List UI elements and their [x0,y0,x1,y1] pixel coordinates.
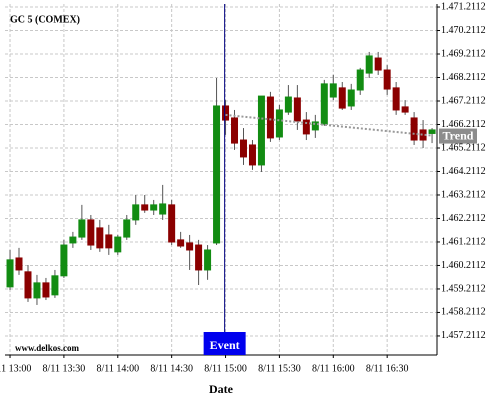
y-tick-label: 1.464.2112 [441,166,486,177]
candle-body [123,219,131,238]
x-axis-label: Date [209,382,234,396]
x-tick-label: 8/11 15:00 [204,363,247,374]
candle-body [231,117,239,144]
x-tick-label: 8/11 14:30 [150,363,193,374]
candle-body [141,204,149,211]
chart-title: GC 5 (COMEX) [10,14,80,25]
candle-body [33,282,41,299]
candle-body [6,259,14,288]
candle-body [374,57,382,71]
candle-body [96,227,104,249]
candle-body [356,69,364,91]
trend-box [439,128,477,144]
candle-body [266,96,274,139]
candle-body [329,83,337,98]
candle-body [365,55,373,74]
x-tick-label: 8/11 13:00 [0,363,31,374]
candle-body [401,106,409,113]
candle-body [275,109,283,138]
candle-body [159,203,167,215]
candle-body [177,239,185,247]
grid [5,4,437,355]
candle-body [338,87,346,109]
candle-body [284,96,292,113]
candle-body [69,236,77,244]
x-tick-label: 8/11 15:30 [258,363,301,374]
watermark: www.delkos.com [15,343,80,353]
trend-label: Trend [443,128,474,142]
y-tick-label: 1.459.2112 [441,283,486,294]
x-tick-label: 8/11 16:30 [366,363,409,374]
candle-body [42,282,50,298]
candle-body [168,204,176,243]
candle-body [293,97,301,122]
candle-body [78,219,86,238]
candle-body [87,219,95,246]
y-tick-label: 1.462.2112 [441,213,486,224]
candle-body [60,244,68,277]
candle-body [392,87,400,111]
candle-body [347,89,355,107]
y-tick-label: 1.471.2112 [441,1,486,12]
y-tick-label: 1.465.2112 [441,142,486,153]
candle-body [195,244,203,271]
event-box [203,332,246,355]
candle-body [150,204,158,211]
trend-line [225,113,433,137]
y-tick-label: 1.463.2112 [441,189,486,200]
marks [6,51,436,305]
candle-body [410,117,418,141]
y-tick-label: 1.458.2112 [441,307,486,318]
y-tick-label: 1.469.2112 [441,48,486,59]
candle-body [51,275,59,296]
candle-body [320,83,328,125]
x-tick-label: 8/11 16:00 [312,363,355,374]
y-tick-label: 1.466.2112 [441,119,486,130]
y-tick-label: 1.457.2112 [441,330,486,341]
candle-body [132,204,140,221]
candle-body [302,119,310,135]
candle-body [383,69,391,90]
candle-body [222,105,230,121]
candle-body [239,139,247,158]
y-tick-label: 1.470.2112 [441,25,486,36]
y-tick-label: 1.468.2112 [441,72,486,83]
y-tick-label: 1.461.2112 [441,236,486,247]
candle-body [186,242,194,251]
x-tick-label: 8/11 14:00 [96,363,139,374]
candle-body [114,236,122,253]
candle-body [204,249,212,271]
candle-body [15,257,23,271]
candle-body [213,105,221,244]
x-tick-label: 8/11 13:30 [43,363,86,374]
candle-body [257,95,265,166]
candle-body [311,121,319,131]
candle-body [24,271,32,299]
candle-body [428,129,436,134]
y-tick-label: 1.467.2112 [441,95,486,106]
candle-body [248,144,256,166]
event-label: Event [210,338,240,352]
y-tick-label: 1.460.2112 [441,260,486,271]
candle-body [105,234,113,249]
